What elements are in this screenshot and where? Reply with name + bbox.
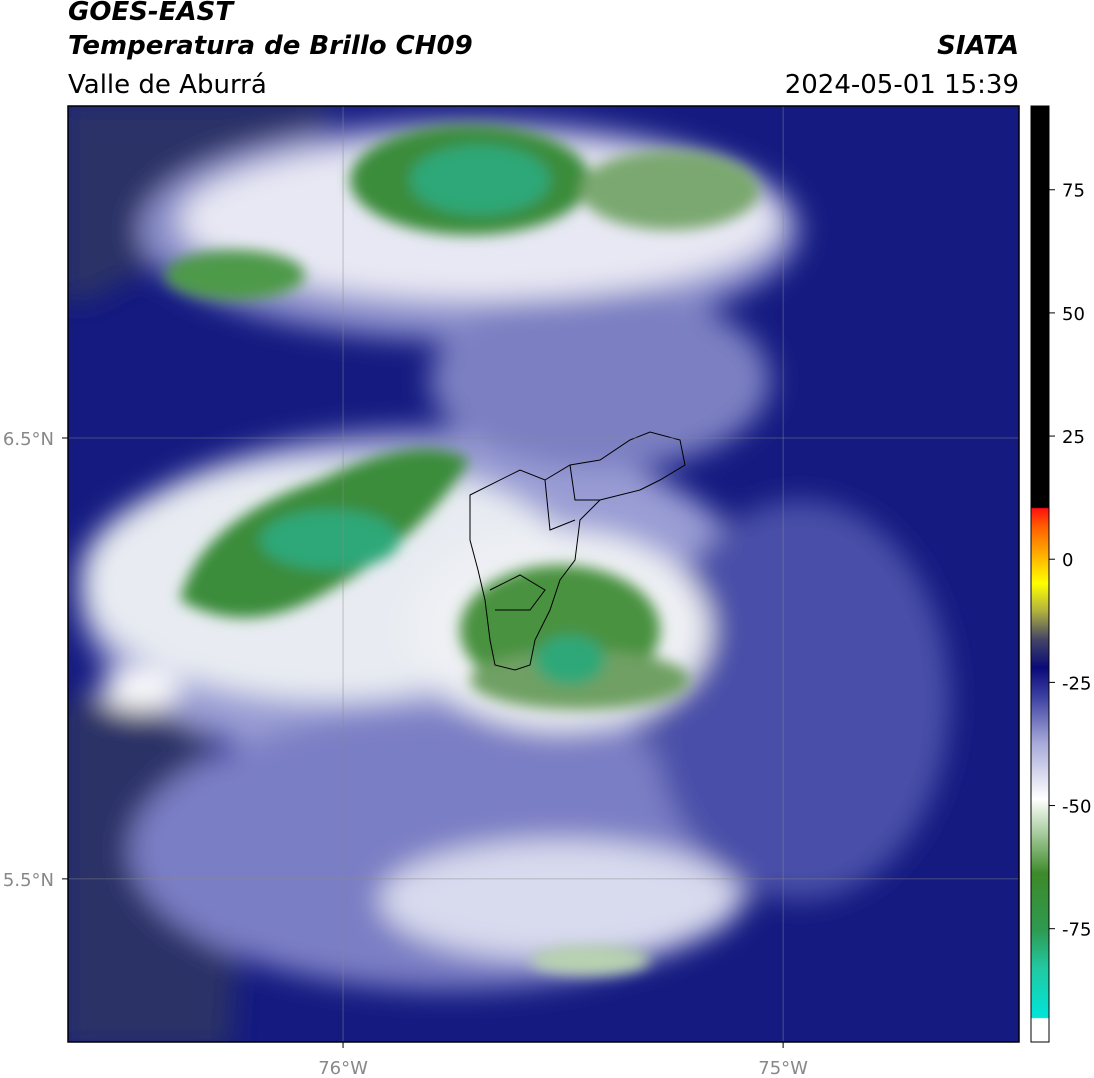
lon-tick-label: 76°W — [318, 1058, 368, 1078]
map-frame — [67, 105, 1020, 1043]
colorbar-tick-label: -25 — [1062, 673, 1091, 694]
lon-tick-label: 75°W — [758, 1058, 808, 1078]
subtitle: Temperatura de Brillo CH09 — [68, 31, 473, 61]
municipal-boundaries — [469, 431, 686, 671]
colorbar-tick-label: -75 — [1062, 920, 1091, 941]
colorbar-tick-label: 75 — [1062, 181, 1085, 202]
title: GOES-EAST — [68, 0, 235, 27]
colorbar-tick-label: 25 — [1062, 427, 1085, 448]
timestamp: 2024-05-01 15:39 — [785, 70, 1019, 100]
colorbar — [1030, 105, 1050, 1043]
lat-tick-label: 5.5°N — [3, 870, 54, 891]
colorbar-tick-label: 0 — [1062, 550, 1073, 571]
colorbar-tick-label: 50 — [1062, 304, 1085, 325]
graticule — [68, 106, 1019, 1042]
colorbar-tick-label: -50 — [1062, 797, 1091, 818]
region: Valle de Aburrá — [68, 70, 267, 100]
lat-tick-label: 6.5°N — [3, 429, 54, 450]
satellite-image — [68, 106, 1019, 1042]
agency: SIATA — [937, 31, 1019, 61]
